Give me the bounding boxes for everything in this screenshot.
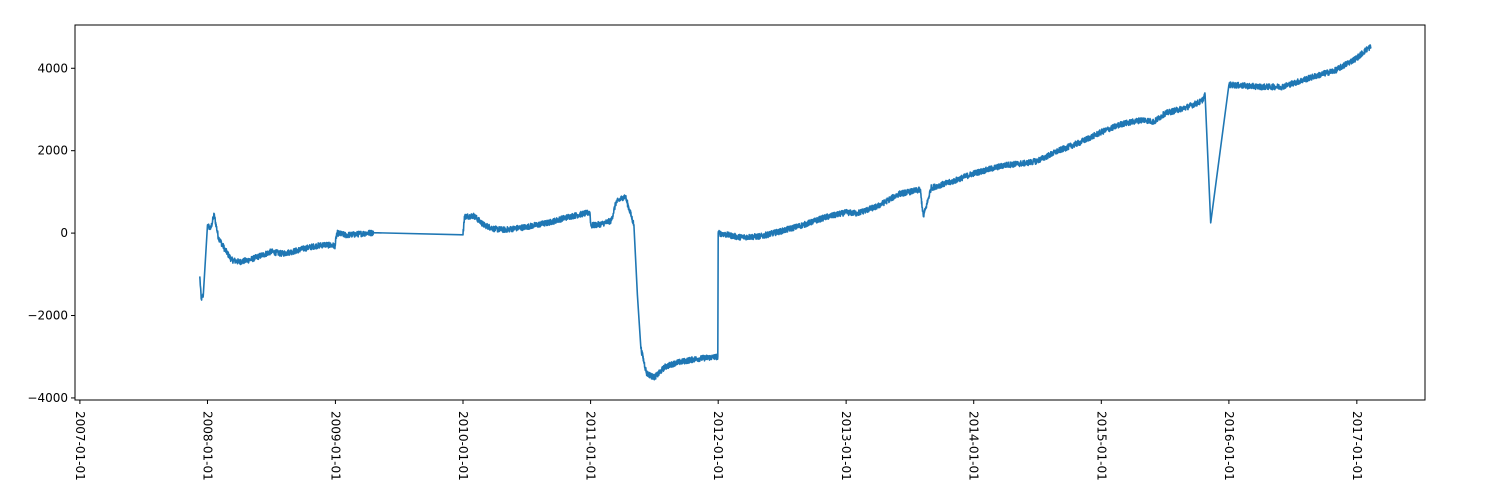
- x-tick-label: 2012-01-01: [711, 411, 725, 481]
- y-tick-label: −4000: [27, 391, 68, 405]
- x-tick-label: 2017-01-01: [1350, 411, 1364, 481]
- x-tick-label: 2014-01-01: [967, 411, 981, 481]
- x-tick-label: 2008-01-01: [200, 411, 214, 481]
- y-tick-label: −2000: [27, 309, 68, 323]
- x-tick-label: 2016-01-01: [1222, 411, 1236, 481]
- x-tick-label: 2013-01-01: [839, 411, 853, 481]
- x-tick-label: 2009-01-01: [328, 411, 342, 481]
- plot-series: [199, 44, 1372, 381]
- y-tick-label: 2000: [37, 144, 68, 158]
- x-tick-label: 2010-01-01: [456, 411, 470, 481]
- x-axis: 2007-01-01 2008-01-01 2009-01-01 2010-01-01…: [73, 400, 1364, 481]
- y-tick-label: 0: [60, 226, 68, 240]
- y-axis: −4000 −2000 0 2000 4000: [27, 61, 75, 405]
- x-tick-label: 2007-01-01: [73, 411, 87, 481]
- x-tick-label: 2015-01-01: [1094, 411, 1108, 481]
- series-line-0: [199, 44, 1372, 381]
- x-tick-label: 2011-01-01: [584, 411, 598, 481]
- y-tick-label: 4000: [37, 61, 68, 75]
- plot-frame: [74, 24, 1426, 401]
